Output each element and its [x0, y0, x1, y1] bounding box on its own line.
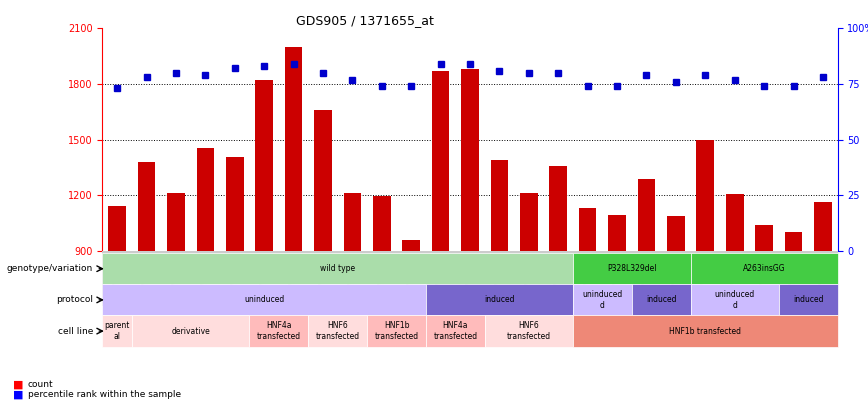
Text: GSM27167: GSM27167 — [700, 254, 710, 295]
Bar — [196, 148, 214, 251]
Text: GSM27159: GSM27159 — [348, 254, 357, 295]
Text: GSM27169: GSM27169 — [730, 254, 740, 295]
Text: GSM27152: GSM27152 — [289, 254, 298, 295]
Bar — [461, 69, 479, 251]
Bar — [285, 47, 302, 251]
Bar — [520, 193, 537, 251]
Bar — [755, 225, 773, 251]
Text: GSM27172: GSM27172 — [819, 254, 827, 295]
Text: uninduced: uninduced — [244, 295, 285, 305]
Text: GSM27149: GSM27149 — [583, 254, 592, 295]
Text: GSM27157: GSM27157 — [495, 254, 504, 295]
Text: GSM27160: GSM27160 — [524, 254, 533, 295]
Text: induced: induced — [484, 295, 515, 305]
Text: percentile rank within the sample: percentile rank within the sample — [28, 390, 181, 399]
Text: HNF6
transfected: HNF6 transfected — [316, 322, 359, 341]
Text: induced: induced — [793, 295, 824, 305]
Text: genotype/variation: genotype/variation — [7, 264, 93, 273]
Text: P328L329del: P328L329del — [607, 264, 656, 273]
Bar — [638, 179, 655, 251]
Text: count: count — [28, 380, 54, 389]
Bar — [726, 194, 744, 251]
Text: GSM27170: GSM27170 — [789, 254, 798, 295]
Bar — [314, 110, 332, 251]
Bar — [667, 216, 685, 251]
Text: A263insGG: A263insGG — [743, 264, 786, 273]
Text: wild type: wild type — [320, 264, 355, 273]
Text: GSM27151: GSM27151 — [436, 254, 445, 295]
Text: HNF4a
transfected: HNF4a transfected — [257, 322, 301, 341]
Bar — [226, 158, 244, 251]
Text: HNF4a
transfected: HNF4a transfected — [433, 322, 477, 341]
Text: HNF1b
transfected: HNF1b transfected — [374, 322, 418, 341]
Text: GSM27171: GSM27171 — [760, 254, 768, 295]
Bar — [431, 71, 450, 251]
Text: cell line: cell line — [57, 326, 93, 336]
Bar — [108, 206, 126, 251]
Text: GSM27156: GSM27156 — [319, 254, 327, 295]
Text: ■: ■ — [13, 390, 23, 400]
Text: GSM27165: GSM27165 — [642, 254, 651, 295]
Bar — [138, 162, 155, 251]
Bar — [814, 202, 832, 251]
Text: derivative: derivative — [171, 326, 210, 336]
Text: GSM27148: GSM27148 — [407, 254, 416, 295]
Bar — [696, 140, 714, 251]
Text: HNF6
transfected: HNF6 transfected — [507, 322, 551, 341]
Text: GSM27147: GSM27147 — [554, 254, 562, 295]
Text: uninduced
d: uninduced d — [714, 290, 755, 309]
Bar — [579, 209, 596, 251]
Text: GSM27206: GSM27206 — [201, 254, 210, 295]
Text: uninduced
d: uninduced d — [582, 290, 622, 309]
Bar — [785, 232, 802, 251]
Text: ■: ■ — [13, 380, 23, 390]
Text: GSM27153: GSM27153 — [465, 254, 475, 295]
Text: induced: induced — [646, 295, 676, 305]
Text: HNF1b transfected: HNF1b transfected — [669, 326, 741, 336]
Bar — [490, 160, 509, 251]
Text: GSM27063: GSM27063 — [378, 254, 386, 295]
Text: GDS905 / 1371655_at: GDS905 / 1371655_at — [296, 14, 433, 27]
Text: parent
al: parent al — [104, 322, 130, 341]
Bar — [344, 193, 361, 251]
Bar — [608, 215, 626, 251]
Text: GSM27163: GSM27163 — [671, 254, 681, 295]
Text: GSM27204: GSM27204 — [142, 254, 151, 295]
Text: GSM27150: GSM27150 — [260, 254, 269, 295]
Text: GSM27205: GSM27205 — [172, 254, 181, 295]
Text: protocol: protocol — [56, 295, 93, 305]
Bar — [403, 240, 420, 251]
Bar — [549, 166, 567, 251]
Bar — [255, 80, 273, 251]
Bar — [168, 193, 185, 251]
Text: GSM27161: GSM27161 — [613, 254, 621, 295]
Text: GSM27203: GSM27203 — [113, 254, 122, 295]
Text: GSM27207: GSM27207 — [230, 254, 240, 295]
Bar — [373, 196, 391, 251]
